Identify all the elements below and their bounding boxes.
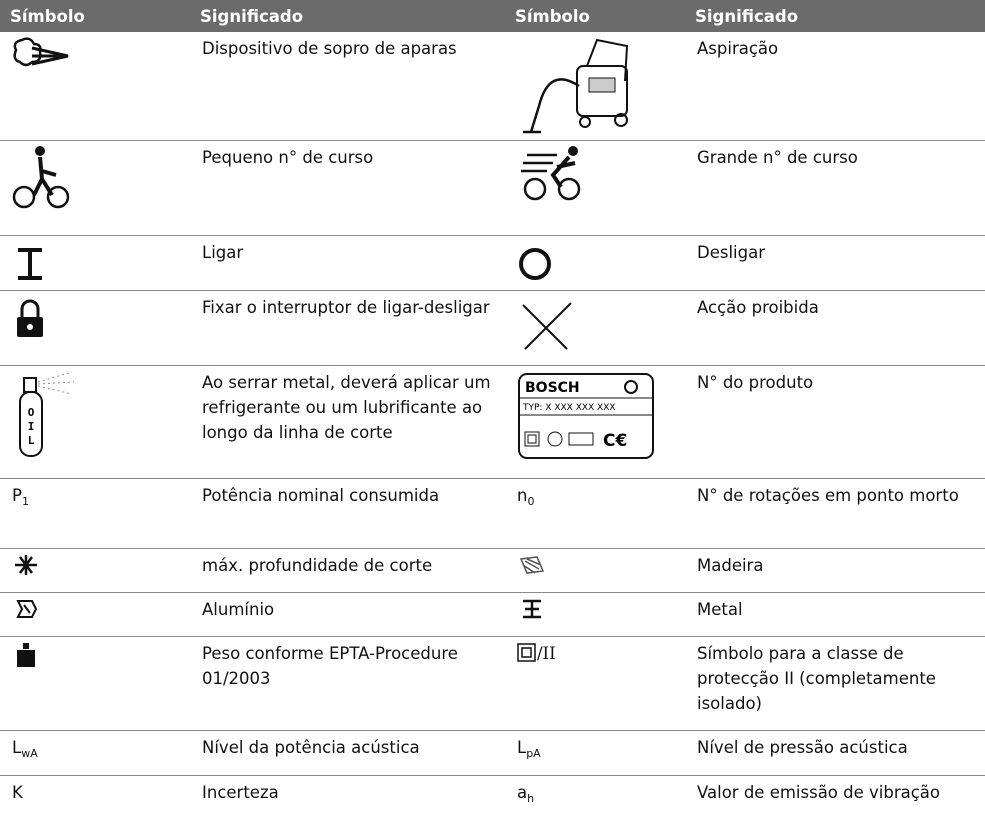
row: Peso conforme EPTA-Procedure 01/2003 /II… <box>0 636 985 731</box>
meaning-cell: Ao serrar metal, deverá aplicar um refri… <box>190 365 505 479</box>
symbol-cell <box>0 290 190 366</box>
row: Fixar o interruptor de ligar-desligar Ac… <box>0 290 985 366</box>
symbol-cell <box>505 140 685 236</box>
symbol-cell <box>0 592 190 637</box>
header-cell: Símbolo <box>505 0 685 32</box>
wood-icon <box>519 555 545 574</box>
lock-icon <box>17 299 43 337</box>
meaning-cell: Grande n° de curso <box>685 140 985 236</box>
row: Ligar Desligar <box>0 235 985 291</box>
symbol-cell <box>0 548 190 593</box>
symbol: /II <box>537 643 556 663</box>
row: LwA Nível da potência acústica LpA Nível… <box>0 730 985 776</box>
class-ii-icon <box>517 643 536 662</box>
row: Pequeno n° de curso Grande n° de curso <box>0 140 985 236</box>
symbol: n <box>517 485 528 505</box>
icon-label: TYP: X XXX XXX XXX <box>522 403 616 413</box>
symbol: L <box>12 737 22 757</box>
meaning-cell: Valor de emissão de vibração <box>697 782 941 802</box>
meaning-cell: Pequeno n° de curso <box>190 140 505 236</box>
symbol-sub: wA <box>21 746 38 760</box>
symbol-cell <box>505 548 685 593</box>
row: Alumínio Metal <box>0 592 985 637</box>
slow-stroke-icon <box>12 145 70 208</box>
symbol-cell <box>505 290 685 366</box>
symbol-cell <box>0 636 190 731</box>
symbol-sub: pA <box>526 746 541 760</box>
meaning-cell: N° do produto <box>685 365 985 479</box>
oil-icon: OIL <box>19 371 75 457</box>
symbol-sub: 1 <box>21 494 29 508</box>
meaning-cell: Nível de pressão acústica <box>685 730 985 776</box>
symbol-sub: 0 <box>527 494 535 508</box>
meaning-cell: Aspiração <box>685 32 985 141</box>
symbol-cell <box>505 235 685 291</box>
icon-label: I <box>28 420 35 433</box>
vacuum-icon <box>523 38 629 134</box>
depth-icon <box>15 554 37 575</box>
header-cell: Significado <box>685 0 985 32</box>
meaning-cell: Desligar <box>685 235 985 291</box>
weight-icon <box>17 642 35 667</box>
forbidden-icon <box>522 301 572 350</box>
symbol-cell: BOSCH TYP: X XXX XXX XXX C€ <box>505 365 685 479</box>
meaning-cell: Dispositivo de sopro de aparas <box>190 32 505 141</box>
icon-label: O <box>28 406 35 419</box>
meaning-cell: Metal <box>685 592 985 637</box>
header-row: Símbolo Significado Símbolo Significado <box>0 0 985 32</box>
header-cell: Símbolo <box>0 0 190 32</box>
symbol-cell <box>0 235 190 291</box>
symbol-cell: LpA <box>505 730 685 776</box>
symbol-sub: h <box>527 791 535 805</box>
symbol: P <box>12 485 22 505</box>
row: K Incerteza ah Valor de emissão de vibra… <box>0 775 985 815</box>
row: Dispositivo de sopro de aparas Aspiração <box>0 32 985 141</box>
icon-label: BOSCH <box>525 380 580 396</box>
symbol-cell: ah <box>505 775 685 815</box>
symbol-cell <box>0 140 190 236</box>
symbol-cell: /II <box>505 636 685 731</box>
row: máx. profundidade de corte Madeira <box>0 548 985 593</box>
meaning-cell: Símbolo para a classe de protecção II (c… <box>685 636 985 731</box>
symbol-cell <box>0 32 190 141</box>
meaning-cell: Fixar o interruptor de ligar-desligar <box>190 290 505 366</box>
metal-icon <box>523 599 541 618</box>
row: P1 Potência nominal consumida n0 N° de r… <box>0 478 985 549</box>
blower-icon <box>13 37 69 67</box>
symbol-cell <box>505 592 685 637</box>
meaning-cell: Potência nominal consumida <box>190 478 505 549</box>
meaning-cell: Madeira <box>685 548 985 593</box>
symbol: a <box>517 782 528 802</box>
symbol-cell <box>505 32 685 141</box>
fast-stroke-icon <box>521 145 581 200</box>
meaning-cell: Incerteza <box>202 782 279 802</box>
header-cell: Significado <box>190 0 505 32</box>
nameplate-icon: BOSCH TYP: X XXX XXX XXX C€ <box>518 372 654 459</box>
symbol: L <box>517 737 527 757</box>
aluminium-icon <box>16 599 38 618</box>
icon-label: L <box>28 434 35 447</box>
meaning-cell: Alumínio <box>190 592 505 637</box>
symbol-cell: n0 <box>505 478 685 549</box>
ce-mark: C€ <box>603 431 627 451</box>
symbol-cell: P1 <box>0 478 190 549</box>
meaning-cell: Ligar <box>190 235 505 291</box>
symbol: K <box>12 782 23 802</box>
meaning-cell: Peso conforme EPTA-Procedure 01/2003 <box>190 636 505 731</box>
off-icon <box>519 247 551 280</box>
symbol-cell: K <box>0 775 190 815</box>
meaning-cell: Nível da potência acústica <box>190 730 505 776</box>
on-icon <box>18 247 42 280</box>
meaning-cell: N° de rotações em ponto morto <box>685 478 985 549</box>
meaning-cell: Acção proibida <box>685 290 985 366</box>
meaning-cell: máx. profundidade de corte <box>190 548 505 593</box>
symbol-cell: LwA <box>0 730 190 776</box>
